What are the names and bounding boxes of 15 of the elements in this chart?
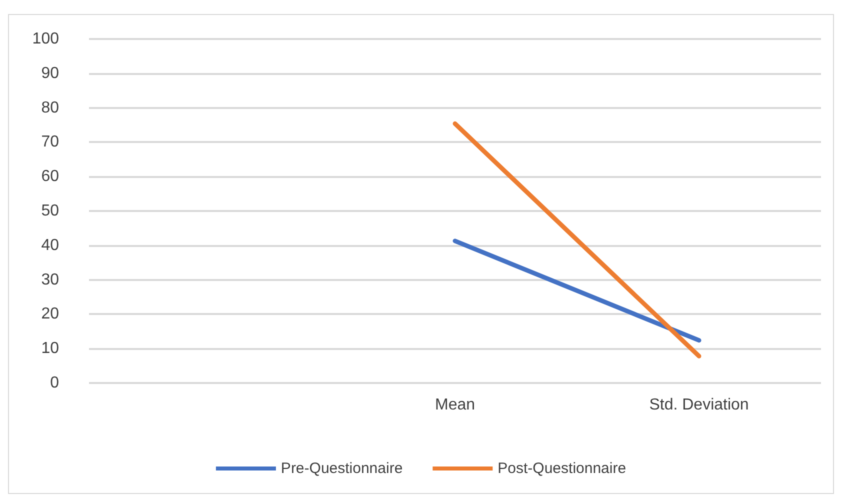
y-tick-label: 20 — [41, 306, 60, 323]
y-tick-label: 80 — [41, 99, 60, 116]
y-tick-label: 10 — [41, 340, 60, 358]
legend-label: Post-Questionnaire — [498, 460, 626, 477]
x-tick-label: Mean — [434, 396, 476, 414]
legend-label: Pre-Questionnaire — [280, 460, 403, 477]
x-tick-label: Std. Deviation — [649, 396, 749, 414]
y-tick-label: 0 — [50, 374, 60, 392]
y-tick-label: 70 — [41, 134, 60, 151]
y-tick-label: 100 — [32, 30, 60, 48]
y-tick-label: 30 — [41, 271, 60, 288]
y-tick-label: 50 — [41, 202, 60, 220]
y-tick-label: 40 — [41, 236, 60, 254]
y-tick-label: 90 — [41, 64, 60, 82]
y-tick-label: 60 — [41, 168, 60, 186]
